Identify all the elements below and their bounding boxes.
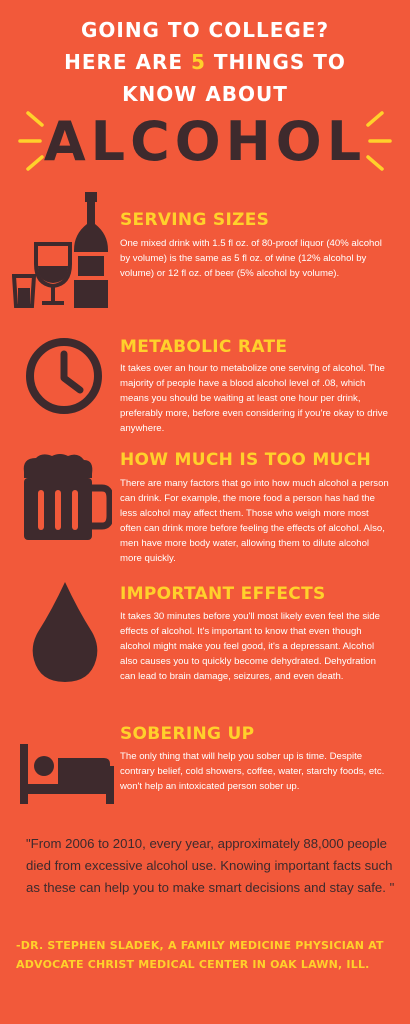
section-text-important-effects: It takes 30 minutes before you'll most l…: [120, 611, 380, 682]
clock-icon: [26, 338, 102, 414]
quote-attribution: -DR. STEPHEN SLADEK, A FAMILY MEDICINE P…: [16, 939, 384, 971]
title-line-2-pre: HERE ARE: [64, 50, 192, 74]
drop-icon: [32, 582, 98, 682]
bed-icon: [20, 744, 114, 804]
section-heading-sobering-up: SOBERING UP: [120, 724, 255, 744]
section-heading-important-effects: IMPORTANT EFFECTS: [120, 584, 326, 604]
section-heading-metabolic-rate: METABOLIC RATE: [120, 337, 288, 357]
quote-text: "From 2006 to 2010, every year, approxim…: [26, 836, 395, 895]
left-rays-icon: [18, 111, 44, 171]
section-heading-serving-sizes: SERVING SIZES: [120, 210, 270, 230]
main-heading: ALCOHOL: [43, 110, 367, 173]
section-text-serving-sizes: One mixed drink with 1.5 fl oz. of 80-pr…: [120, 238, 382, 279]
section-text-how-much: There are many factors that go into how …: [120, 478, 389, 564]
section-text-sobering-up: The only thing that will help you sober …: [120, 751, 385, 792]
title-line-2-post: THINGS TO: [205, 50, 346, 74]
right-rays-icon: [366, 111, 392, 171]
section-heading-how-much: HOW MUCH IS TOO MUCH: [120, 450, 372, 470]
section-text-metabolic-rate: It takes over an hour to metabolize one …: [120, 363, 388, 434]
title-line-2: HERE ARE 5 THINGS TO: [0, 46, 410, 78]
beer-mug-icon: [23, 454, 112, 540]
title-line-1: GOING TO COLLEGE?: [80, 18, 330, 42]
title-line-3: KNOW ABOUT: [122, 82, 288, 106]
title-number: 5: [191, 50, 206, 74]
drinks-icon: [12, 192, 108, 308]
